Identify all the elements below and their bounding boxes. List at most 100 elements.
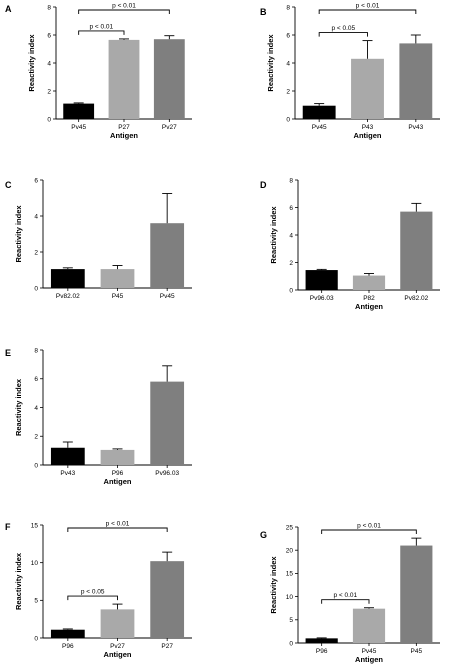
y-tick-label: 4 [289, 232, 293, 239]
x-tick-label: Pv45 [160, 293, 175, 300]
y-tick-label: 20 [286, 548, 294, 555]
y-axis-label: Reactivity index [269, 556, 278, 614]
y-tick-label: 8 [286, 4, 290, 11]
significance-bracket [67, 595, 118, 601]
x-tick-label: Pv27 [110, 643, 125, 650]
y-axis-label: Reactivity index [14, 552, 23, 610]
y-tick-label: 15 [286, 571, 294, 578]
x-tick-label: P96 [62, 643, 74, 650]
y-tick-label: 25 [286, 524, 294, 531]
y-tick-label: 10 [286, 594, 294, 601]
panel-g: G 0 5 10 15 20 25 Reactivity index P96 Pv45 P45 Ant… [260, 523, 440, 664]
panel-f: F 0 5 10 15 Reactivity index P96 Pv27 P27 Antigen… [5, 521, 192, 659]
x-tick-label: Pv82.02 [56, 293, 80, 300]
x-axis-label: Antigen [355, 302, 383, 311]
bar-p96 [305, 638, 338, 643]
x-axis-label: Antigen [104, 477, 132, 486]
significance-bracket [321, 599, 370, 604]
panel-label: D [260, 180, 267, 190]
y-tick-label: 4 [34, 213, 38, 220]
bar-p27 [150, 561, 185, 638]
x-tick-label: P96 [112, 470, 124, 477]
significance-label: p < 0.01 [356, 3, 380, 10]
y-axis-label: Reactivity index [266, 34, 275, 92]
significance-bracket [78, 30, 125, 35]
significance-bracket [78, 9, 170, 14]
x-axis-label: Antigen [355, 655, 383, 664]
y-tick-label: 8 [47, 4, 51, 11]
panel-e: E 0 2 4 6 8 Reactivity index Pv43 P96 Pv96.03 Anti… [5, 347, 192, 486]
bar-pv45 [150, 223, 185, 288]
bar-pv45 [302, 105, 336, 119]
x-tick-label: Pv82.02 [404, 295, 428, 302]
panel-label: B [260, 7, 267, 17]
significance-label: p < 0.05 [81, 589, 105, 596]
panel-label: C [5, 180, 12, 190]
panel-b: B 0 2 4 6 8 Reactivity index Pv45 P43 Pv43 Antigen… [260, 3, 440, 140]
x-tick-label: Pv43 [408, 124, 423, 131]
y-axis-label: Reactivity index [27, 34, 36, 92]
y-tick-label: 15 [31, 522, 39, 529]
x-tick-label: P96 [316, 648, 328, 655]
panel-label: G [260, 530, 267, 540]
panel-a: A 0 2 4 6 8 Reactivity index Pv45 P27 Pv27 Antigen… [5, 3, 192, 140]
significance-label: p < 0.01 [89, 23, 113, 30]
x-tick-label: Pv96.03 [310, 295, 334, 302]
y-axis-label: Reactivity index [14, 378, 23, 436]
y-tick-label: 6 [34, 177, 38, 184]
bar-pv96-03 [150, 381, 185, 465]
significance-bracket [67, 527, 168, 532]
y-tick-label: 0 [34, 285, 38, 292]
x-tick-label: Pv45 [312, 124, 327, 131]
panel-c: C 0 2 4 6 Reactivity index Pv82.02 P45 Pv45 [5, 177, 192, 300]
panel-label: F [5, 522, 11, 532]
bar-pv96-03 [305, 270, 338, 290]
y-tick-label: 6 [286, 32, 290, 39]
y-tick-label: 10 [31, 560, 39, 567]
significance-label: p < 0.01 [333, 592, 357, 599]
bar-p43 [351, 58, 384, 119]
x-tick-label: P27 [118, 124, 130, 131]
y-tick-label: 8 [289, 177, 293, 184]
y-tick-label: 6 [289, 205, 293, 212]
bar-p82 [352, 275, 386, 290]
x-tick-label: Pv27 [162, 124, 177, 131]
significance-bracket [318, 32, 368, 37]
y-tick-label: 8 [34, 347, 38, 354]
x-tick-label: P45 [411, 648, 423, 655]
y-tick-label: 4 [34, 405, 38, 412]
y-tick-label: 6 [47, 32, 51, 39]
bar-pv43 [399, 43, 433, 119]
y-tick-label: 4 [286, 60, 290, 67]
x-tick-label: P27 [161, 643, 173, 650]
significance-label: p < 0.01 [106, 521, 130, 528]
x-tick-label: Pv45 [362, 648, 377, 655]
x-axis-label: Antigen [110, 131, 138, 140]
x-tick-label: P43 [362, 124, 374, 131]
y-tick-label: 0 [289, 640, 293, 647]
y-tick-label: 4 [47, 60, 51, 67]
bar-pv82-02 [400, 211, 433, 290]
bar-p45 [400, 545, 433, 643]
x-tick-label: P45 [112, 293, 124, 300]
y-tick-label: 2 [34, 249, 38, 256]
x-axis-label: Antigen [104, 650, 132, 659]
y-tick-label: 5 [34, 598, 38, 605]
bar-p45 [100, 269, 135, 288]
bar-p96 [50, 629, 85, 638]
significance-label: p < 0.01 [112, 3, 136, 10]
x-tick-label: Pv45 [71, 124, 86, 131]
y-axis-label: Reactivity index [269, 206, 278, 264]
significance-label: p < 0.01 [357, 523, 381, 530]
y-tick-label: 2 [47, 88, 51, 95]
y-tick-label: 0 [289, 287, 293, 294]
y-tick-label: 0 [286, 116, 290, 123]
x-tick-label: Pv96.03 [155, 470, 179, 477]
y-tick-label: 5 [289, 617, 293, 624]
bar-pv45 [63, 103, 95, 119]
panel-label: E [5, 348, 11, 358]
y-tick-label: 0 [34, 635, 38, 642]
bar-pv82-02 [50, 269, 85, 288]
bar-p27 [108, 39, 140, 119]
